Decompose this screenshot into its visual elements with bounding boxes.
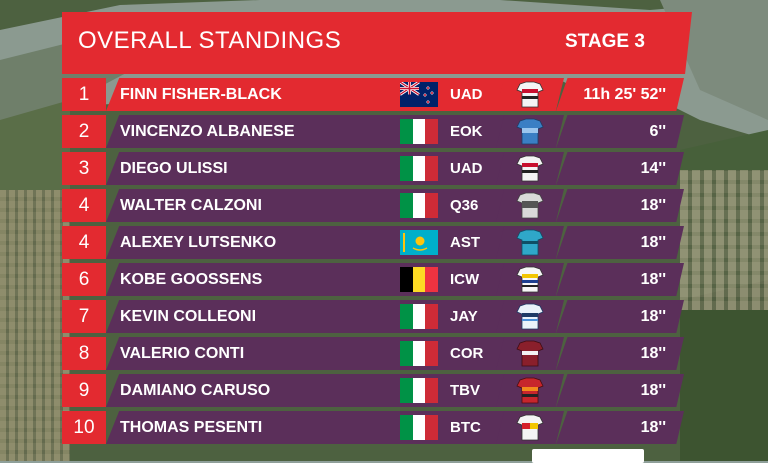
italy-flag-icon — [400, 415, 438, 440]
time-cell: 6'' — [556, 115, 684, 148]
rider-name-cell — [106, 300, 546, 333]
rider-name: KOBE GOOSSENS — [120, 271, 263, 288]
standings-row: 7 KEVIN COLLEONI JAY 18'' — [62, 300, 686, 333]
standings-row: 8 VALERIO CONTI COR 18'' — [62, 337, 686, 370]
team-code: ICW — [450, 271, 480, 288]
rider-name-cell — [106, 226, 546, 259]
background-city-right — [680, 170, 768, 310]
rider-name-cell — [106, 337, 546, 370]
rank-number: 7 — [62, 300, 106, 333]
rider-name-cell — [106, 189, 546, 222]
team-code: COR — [450, 345, 484, 362]
rider-name-cell — [106, 115, 546, 148]
q36-jersey-icon — [496, 189, 564, 222]
rank-number: 6 — [62, 263, 106, 296]
uae-jersey-icon — [496, 78, 564, 111]
team-code: AST — [450, 234, 480, 251]
gc-time: 18'' — [640, 382, 666, 399]
team-code: BTC — [450, 419, 481, 436]
rider-name: DIEGO ULISSI — [120, 160, 228, 177]
team-code: UAD — [450, 160, 483, 177]
background-city-left — [0, 190, 70, 461]
rank-number: 4 — [62, 189, 106, 222]
rider-name: DAMIANO CARUSO — [120, 382, 271, 399]
standings-row: 6 KOBE GOOSSENS ICW 18'' — [62, 263, 686, 296]
standings-row: 2 VINCENZO ALBANESE EOK 6'' — [62, 115, 686, 148]
gc-time: 18'' — [640, 308, 666, 325]
uae-jersey-icon — [496, 152, 564, 185]
rider-name: FINN FISHER-BLACK — [120, 86, 282, 103]
rider-name: THOMAS PESENTI — [120, 419, 263, 436]
new-zealand-flag-icon — [400, 82, 438, 107]
standings-row: 4 ALEXEY LUTSENKO AST 18'' — [62, 226, 686, 259]
rider-name: KEVIN COLLEONI — [120, 308, 257, 325]
standings-row: 9 DAMIANO CARUSO TBV 18'' — [62, 374, 686, 407]
gc-time: 18'' — [640, 234, 666, 251]
standings-title: OVERALL STANDINGS — [78, 27, 342, 54]
time-cell: 14'' — [556, 152, 684, 185]
gc-time: 18'' — [640, 419, 666, 436]
rider-name: VALERIO CONTI — [120, 345, 245, 362]
team-code: Q36 — [450, 197, 479, 214]
rider-name: WALTER CALZONI — [120, 197, 262, 214]
rider-name-cell — [106, 152, 546, 185]
gc-time: 14'' — [640, 160, 666, 177]
intermarche-jersey-icon — [496, 263, 564, 296]
team-code: TBV — [450, 382, 480, 399]
gc-time: 18'' — [640, 271, 666, 288]
time-cell: 18'' — [556, 226, 684, 259]
team-code: EOK — [450, 123, 483, 140]
time-cell: 18'' — [556, 189, 684, 222]
rank-number: 3 — [62, 152, 106, 185]
standings-row: 10 THOMAS PESENTI BTC 18'' — [62, 411, 686, 444]
rank-number: 9 — [62, 374, 106, 407]
gc-time: 18'' — [640, 197, 666, 214]
time-cell: 11h 25' 52'' — [556, 78, 684, 111]
italy-flag-icon — [400, 341, 438, 366]
team-code: JAY — [450, 308, 478, 325]
belgium-flag-icon — [400, 267, 438, 292]
rider-name-cell — [106, 78, 546, 111]
italy-flag-icon — [400, 193, 438, 218]
standings-header-bar — [62, 12, 538, 74]
astana-jersey-icon — [496, 226, 564, 259]
gc-time: 11h 25' 52'' — [583, 86, 666, 103]
team-code: UAD — [450, 86, 483, 103]
bahrain-jersey-icon — [496, 374, 564, 407]
italy-flag-icon — [400, 119, 438, 144]
rank-number: 2 — [62, 115, 106, 148]
sponsor-logo-strip — [532, 449, 644, 463]
rank-number: 4 — [62, 226, 106, 259]
standings-row: 4 WALTER CALZONI Q36 18'' — [62, 189, 686, 222]
italy-flag-icon — [400, 304, 438, 329]
eolo-jersey-icon — [496, 115, 564, 148]
rider-name: ALEXEY LUTSENKO — [120, 234, 277, 251]
time-cell: 18'' — [556, 300, 684, 333]
beltrami-jersey-icon — [496, 411, 564, 444]
rider-name-cell — [106, 263, 546, 296]
rank-number: 8 — [62, 337, 106, 370]
time-cell: 18'' — [556, 411, 684, 444]
standings-row: 3 DIEGO ULISSI UAD 14'' — [62, 152, 686, 185]
stage-header-bar — [518, 12, 692, 74]
rank-number: 1 — [62, 78, 106, 111]
rank-number: 10 — [62, 411, 106, 444]
italy-flag-icon — [400, 156, 438, 181]
italy-flag-icon — [400, 378, 438, 403]
time-cell: 18'' — [556, 374, 684, 407]
gc-time: 18'' — [640, 345, 666, 362]
rider-name: VINCENZO ALBANESE — [120, 123, 295, 140]
stage-label: STAGE 3 — [565, 31, 645, 52]
standings-row: 1 FINN FISHER-BLACK UAD 11h 25' 52'' — [62, 78, 686, 111]
time-cell: 18'' — [556, 337, 684, 370]
kazakhstan-flag-icon — [400, 230, 438, 255]
rider-name-cell — [106, 411, 546, 444]
corratec-jersey-icon — [496, 337, 564, 370]
jayco-jersey-icon — [496, 300, 564, 333]
time-cell: 18'' — [556, 263, 684, 296]
gc-time: 6'' — [649, 123, 666, 140]
rider-name-cell — [106, 374, 546, 407]
